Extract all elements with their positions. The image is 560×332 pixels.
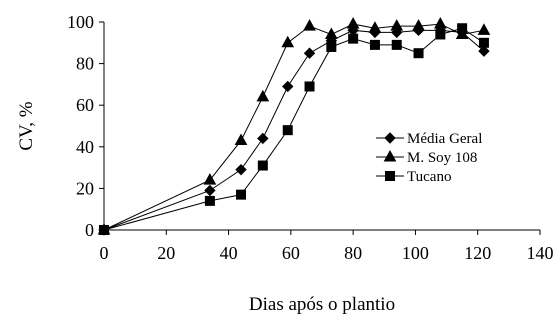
legend-item: M. Soy 108 bbox=[376, 149, 477, 166]
x-tick-label: 20 bbox=[157, 243, 175, 263]
legend-item: Tucano bbox=[376, 169, 451, 185]
series-line bbox=[103, 27, 485, 231]
y-tick-label: 80 bbox=[76, 54, 94, 74]
data-point bbox=[282, 125, 293, 136]
data-point bbox=[478, 37, 489, 48]
y-axis-label: CV, % bbox=[16, 101, 37, 150]
data-point bbox=[412, 19, 425, 31]
legend-marker bbox=[384, 132, 396, 144]
x-ticks: 0 20 40 60 80 100 120 140 bbox=[100, 230, 554, 263]
data-point bbox=[326, 41, 337, 52]
data-point bbox=[455, 27, 469, 39]
data-point bbox=[257, 132, 269, 145]
data-point bbox=[204, 184, 216, 197]
y-tick-label: 60 bbox=[76, 95, 94, 115]
x-tick-label: 80 bbox=[344, 243, 362, 263]
legend-label: Tucano bbox=[407, 169, 451, 185]
axes bbox=[103, 22, 540, 231]
data-point bbox=[390, 19, 404, 31]
series-tucano bbox=[99, 23, 489, 235]
data-point bbox=[303, 47, 316, 59]
data-point bbox=[477, 23, 491, 35]
y-tick-label: 0 bbox=[85, 220, 94, 240]
data-point bbox=[391, 39, 402, 50]
data-point bbox=[368, 21, 382, 33]
legend-label: M. Soy 108 bbox=[407, 150, 477, 166]
data-point bbox=[99, 225, 109, 235]
x-axis-label: Dias após o plantio bbox=[249, 294, 395, 315]
data-point bbox=[234, 133, 248, 146]
y-ticks: 0 20 40 60 80 100 bbox=[67, 12, 104, 240]
x-tick-label: 60 bbox=[282, 243, 300, 263]
data-point bbox=[256, 89, 270, 102]
legend-marker bbox=[385, 171, 395, 181]
data-point bbox=[303, 19, 316, 31]
x-tick-label: 100 bbox=[402, 243, 429, 263]
series-line bbox=[103, 23, 485, 231]
data-point bbox=[369, 39, 380, 50]
data-point bbox=[324, 27, 338, 39]
y-tick-label: 20 bbox=[76, 178, 94, 198]
data-point bbox=[236, 189, 247, 200]
data-point bbox=[346, 17, 360, 29]
data-point bbox=[304, 81, 315, 92]
series-m-soy-108 bbox=[97, 17, 491, 235]
data-point bbox=[348, 33, 359, 44]
data-point bbox=[391, 26, 403, 39]
data-point bbox=[204, 195, 215, 206]
x-tick-label: 140 bbox=[527, 243, 554, 263]
legend: Média Geral M. Soy 108 Tucano bbox=[376, 131, 482, 185]
y-tick-label: 40 bbox=[76, 137, 94, 157]
data-point bbox=[235, 163, 247, 176]
data-point bbox=[257, 160, 268, 171]
data-point bbox=[435, 29, 446, 40]
data-point bbox=[203, 173, 217, 185]
x-tick-label: 0 bbox=[100, 243, 109, 263]
x-tick-label: 40 bbox=[220, 243, 238, 263]
data-point bbox=[478, 45, 490, 57]
data-point bbox=[281, 35, 295, 48]
data-point bbox=[433, 17, 447, 29]
series-layer bbox=[97, 17, 491, 236]
data-point bbox=[413, 48, 424, 59]
y-tick-label: 100 bbox=[67, 12, 94, 32]
x-tick-label: 120 bbox=[464, 243, 491, 263]
legend-marker bbox=[383, 149, 397, 162]
data-point bbox=[282, 80, 294, 93]
data-point bbox=[457, 23, 468, 34]
legend-label: Média Geral bbox=[407, 131, 482, 147]
legend-item: Média Geral bbox=[376, 131, 482, 147]
